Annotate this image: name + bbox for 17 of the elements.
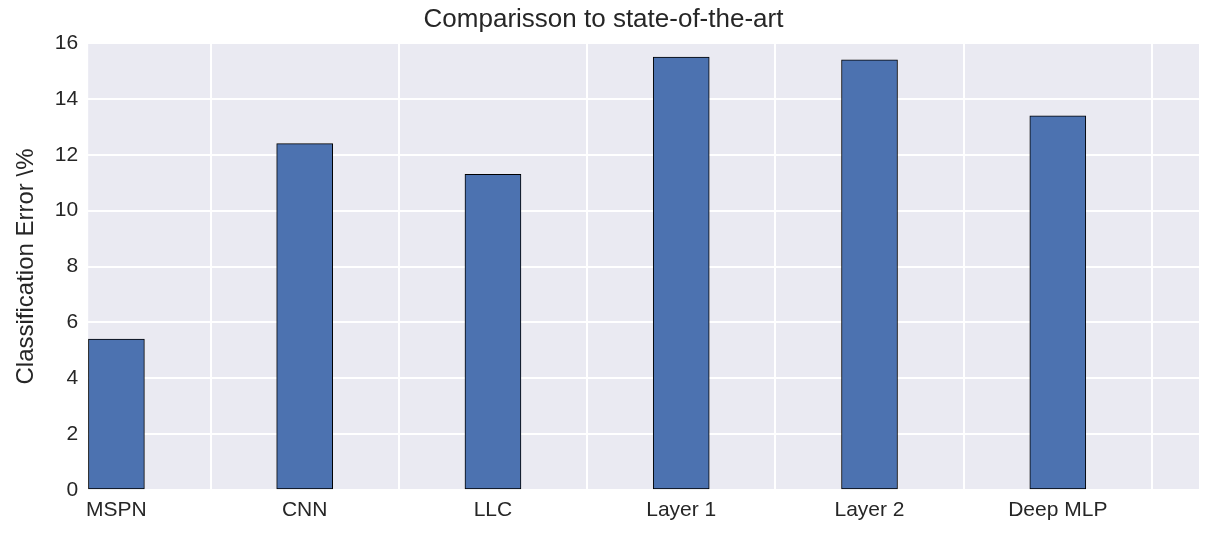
y-tick-label: 16 [54,30,79,53]
y-tick-label: 2 [66,420,79,444]
y-axis-title: Classification Error \% [11,148,39,385]
y-tick-label: 10 [54,197,79,221]
y-tick-label: 12 [54,141,79,165]
chart-title: Comparisson to state-of-the-art [423,2,785,33]
x-tick-label: Layer 1 [646,497,717,521]
x-tick-label: Deep MLP [1008,497,1108,521]
y-tick-label: 14 [54,85,79,109]
y-tick-label: 8 [66,253,79,277]
x-tick-label: CNN [281,497,328,521]
y-tick-label: 6 [66,309,79,333]
y-tick-label: 0 [66,476,79,500]
y-tick-label: 4 [66,364,79,388]
x-tick-label: Layer 2 [834,497,905,521]
x-tick-label: MSPN [86,497,147,521]
x-tick-label: LLC [473,497,513,521]
